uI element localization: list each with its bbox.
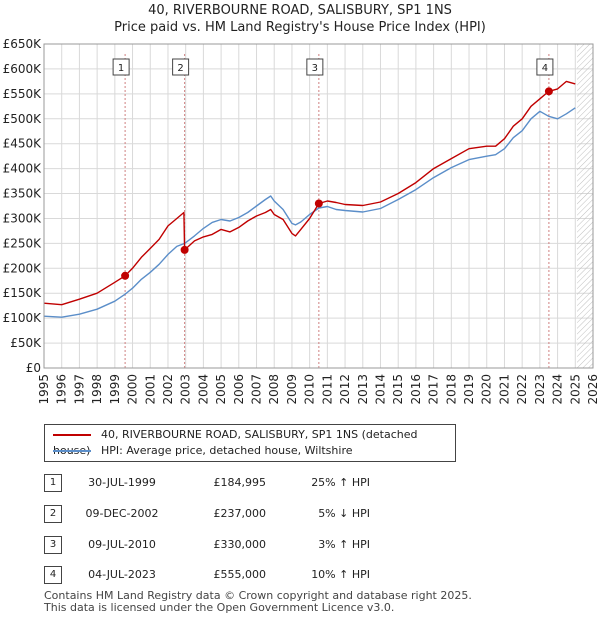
transaction-number: 2 [44,505,62,523]
transaction-price: £555,000 [213,568,267,581]
legend-item-price: 40, RIVERBOURNE ROAD, SALISBURY, SP1 1NS… [53,427,455,457]
x-tick-label: 2015 [391,374,405,405]
transaction-label-box [112,58,130,76]
transaction-label-box [172,58,190,76]
y-tick-label: £600K [3,62,43,76]
y-tick-label: £500K [3,112,43,126]
x-tick-label: 1995 [37,374,51,405]
table-row: 2 09-DEC-2002 £237,000 5% ↓ HPI [0,505,600,523]
y-tick-label: £150K [3,286,43,300]
sale-point [314,199,323,208]
transaction-date: 04-JUL-2023 [88,568,156,581]
x-tick-label: 2002 [161,374,175,405]
legend-item-hpi: HPI: Average price, detached house, Wilt… [53,443,353,459]
x-tick-label: 2010 [303,374,317,405]
x-tick-label: 2000 [126,374,140,405]
plot-frame [43,43,594,369]
y-tick-label: £100K [3,311,43,325]
chart-subtitle: Price paid vs. HM Land Registry's House … [114,20,486,35]
x-tick-label: 1998 [90,374,104,405]
x-tick-label: 2022 [515,374,529,405]
x-tick-label: 2013 [356,374,370,405]
y-tick-label: £650K [3,37,43,51]
transaction-date: 09-DEC-2002 [85,507,159,520]
sale-point [121,271,130,280]
transaction-label: 2 [177,63,183,74]
transaction-date: 09-JUL-2010 [88,538,156,551]
x-tick-label: 2007 [250,374,264,405]
x-tick-label: 2017 [427,374,441,405]
y-tick-label: £0 [26,361,41,375]
y-tick-label: £200K [3,261,43,275]
y-tick-label: £50K [10,336,42,350]
y-tick-label: £350K [3,187,43,201]
transaction-label: 1 [118,63,124,74]
transaction-label-box [536,58,554,76]
transaction-hpi-diff: 5% ↓ HPI [318,507,370,520]
footer-copyright: Contains HM Land Registry data © Crown c… [44,589,472,602]
x-tick-label: 2018 [444,374,458,405]
y-tick-label: £400K [3,162,43,176]
legend-label-hpi: HPI: Average price, detached house, Wilt… [101,444,353,457]
transaction-label: 3 [312,63,318,74]
sale-point [544,87,553,96]
chart-legend: 40, RIVERBOURNE ROAD, SALISBURY, SP1 1NS… [44,424,456,462]
y-tick-label: £250K [3,236,43,250]
x-tick-label: 2020 [480,374,494,405]
x-tick-label: 2023 [533,374,547,405]
x-tick-label: 2006 [232,374,246,405]
y-tick-label: £300K [3,211,43,225]
legend-swatch-hpi [53,450,91,452]
x-tick-label: 2021 [497,374,511,405]
x-tick-label: 2011 [320,374,334,405]
table-row: 3 09-JUL-2010 £330,000 3% ↑ HPI [0,536,600,554]
x-tick-label: 1999 [108,374,122,405]
transaction-hpi-diff: 3% ↑ HPI [318,538,370,551]
x-tick-label: 2005 [214,374,228,405]
x-tick-label: 2004 [196,374,210,405]
transaction-hpi-diff: 10% ↑ HPI [311,568,370,581]
price-paid-line [43,80,576,306]
table-row: 1 30-JUL-1999 £184,995 25% ↑ HPI [0,474,600,492]
x-tick-label: 2009 [285,374,299,405]
hpi-line [43,107,576,318]
chart-title: 40, RIVERBOURNE ROAD, SALISBURY, SP1 1NS [148,3,452,18]
transaction-hpi-diff: 25% ↑ HPI [311,476,370,489]
x-tick-label: 1997 [72,374,86,405]
transaction-price: £237,000 [213,507,267,520]
x-tick-label: 2024 [551,374,565,405]
transaction-number: 4 [44,566,62,584]
transaction-label: 4 [542,63,548,74]
y-tick-label: £550K [3,87,43,101]
x-tick-label: 2016 [409,374,423,405]
x-tick-label: 2003 [179,374,193,405]
transaction-price: £184,995 [213,476,267,489]
transaction-price: £330,000 [213,538,267,551]
table-row: 4 04-JUL-2023 £555,000 10% ↑ HPI [0,566,600,584]
x-tick-label: 2008 [267,374,281,405]
y-tick-label: £450K [3,137,43,151]
x-tick-label: 2001 [143,374,157,405]
x-tick-label: 2014 [373,374,387,405]
x-tick-label: 1996 [55,374,69,405]
transaction-date: 30-JUL-1999 [88,476,156,489]
legend-swatch-price [53,434,91,436]
sale-point [180,245,189,254]
x-tick-label: 2025 [568,374,582,405]
price-chart: 1 2 3 4 £0 £50K £100K £150K £200K £250K £300K £350… [3,37,600,405]
legend-label-price: 40, RIVERBOURNE ROAD, SALISBURY, SP1 1NS… [53,428,418,457]
transaction-label-box [306,58,324,76]
footer-licence: This data is licensed under the Open Gov… [44,601,395,614]
x-tick-label: 2026 [586,374,600,405]
transaction-number: 1 [44,474,62,492]
x-tick-label: 2019 [462,374,476,405]
future-projection-area [577,44,593,368]
x-tick-label: 2012 [338,374,352,405]
transaction-number: 3 [44,536,62,554]
